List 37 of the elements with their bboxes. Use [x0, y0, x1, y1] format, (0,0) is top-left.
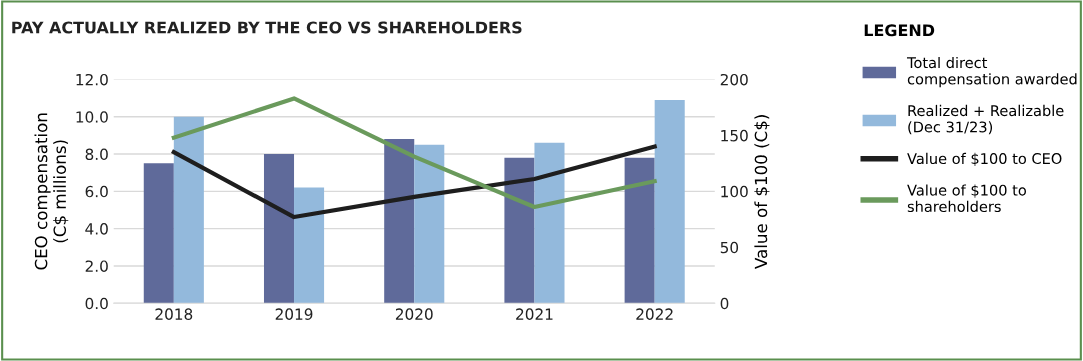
y2-tick-label: 150: [721, 129, 748, 142]
x-tick-label: 2020: [395, 308, 433, 320]
y-tick-label: 8.0: [85, 148, 108, 161]
x-tick-label: 2022: [636, 308, 673, 320]
bar: [504, 157, 535, 304]
legend-title: LEGEND: [864, 24, 935, 37]
line-series: [171, 144, 657, 220]
y2-tick-label: 100: [721, 185, 748, 198]
x-tick-label: 2018: [155, 308, 193, 320]
legend-label: Realized + Realizable (Dec 31/23): [908, 104, 1064, 135]
y-tick-label: 12.0: [76, 73, 108, 86]
x-tick-label: 2019: [275, 308, 313, 320]
x-tick-label: 2021: [516, 308, 553, 320]
y-tick-label: 6.0: [85, 185, 108, 198]
y-tick-label: 2.0: [85, 260, 108, 272]
bar: [654, 99, 685, 304]
line-series: [171, 96, 657, 210]
chart-title: PAY ACTUALLY REALIZED BY THE CEO VS SHAREHOLDERS: [12, 21, 522, 34]
y-axis-title: CEO compensation (C$ millions): [34, 113, 69, 270]
y2-tick-label: 50: [720, 241, 739, 254]
bar: [173, 116, 204, 304]
y-tick-label: 0.0: [85, 297, 108, 310]
legend-label: Value of $100 to CEO: [907, 152, 1062, 167]
bar: [534, 142, 565, 304]
bar: [384, 139, 415, 304]
bar: [624, 157, 655, 304]
bar: [414, 144, 445, 304]
y-tick-label: 4.0: [85, 223, 108, 235]
y2-tick-label: 200: [720, 73, 748, 86]
bar: [263, 154, 295, 304]
legend-label: Total direct compensation awarded: [906, 56, 1077, 88]
bar: [294, 187, 325, 304]
y2-axis-title: Value of $100 (C$): [754, 115, 770, 269]
y2-tick-label: 0: [720, 297, 729, 310]
y-tick-label: 10.0: [76, 111, 108, 123]
bar: [143, 163, 174, 304]
legend-label: Value of $100 to shareholders: [907, 184, 1026, 213]
